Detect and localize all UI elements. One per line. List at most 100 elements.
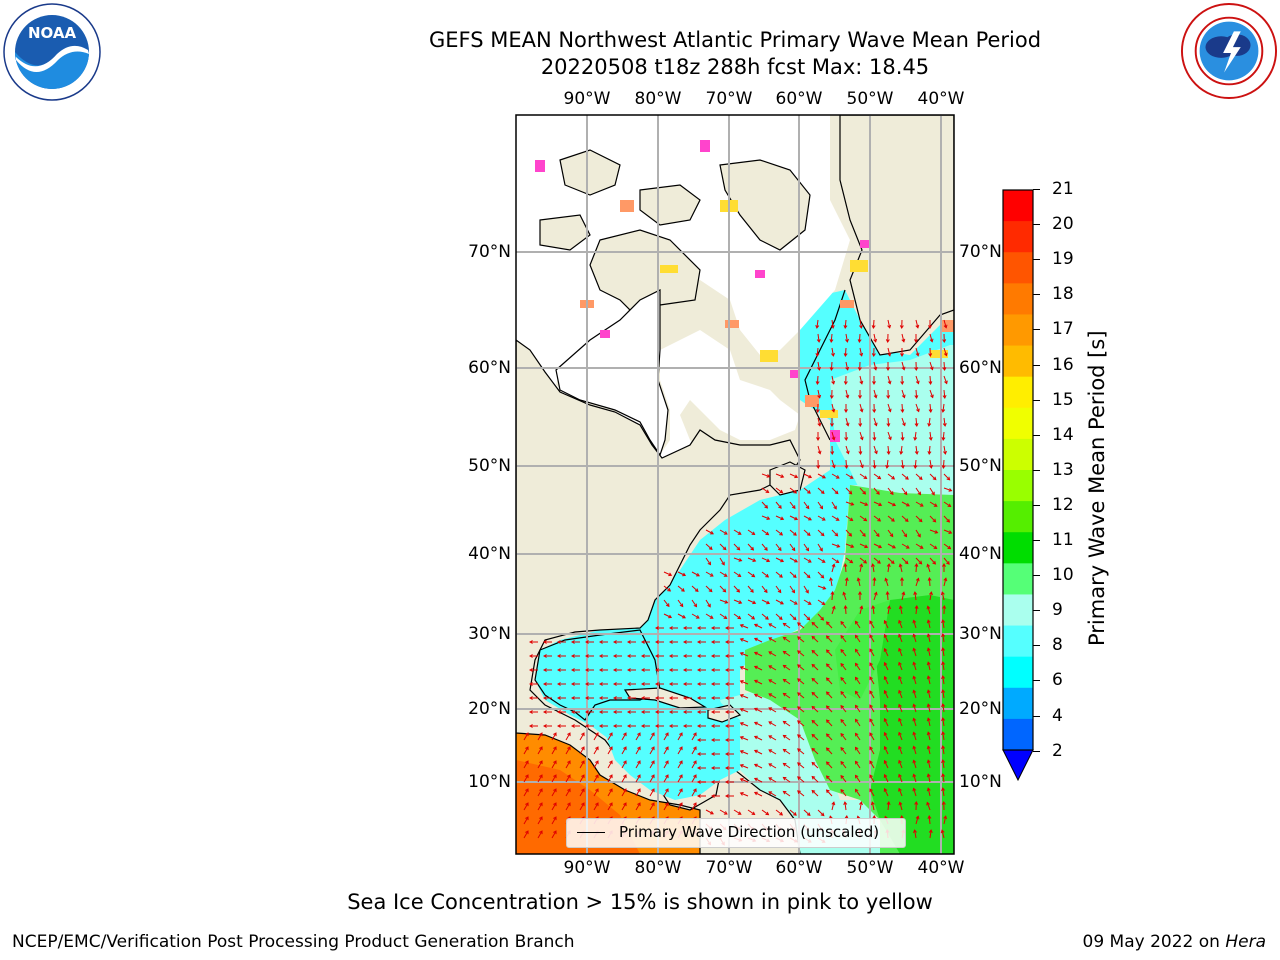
- wave-direction-arrow-head: [889, 491, 894, 496]
- wave-direction-arrow: [803, 473, 812, 478]
- wave-direction-arrow-head: [724, 780, 729, 784]
- wave-direction-arrow-head: [840, 732, 845, 737]
- wave-direction-arrow-head: [891, 475, 896, 480]
- wave-direction-arrow-head: [739, 680, 744, 684]
- wave-direction-arrow-head: [668, 724, 673, 728]
- wave-direction-arrow-head: [626, 724, 631, 728]
- wave-direction-arrow-head: [640, 724, 645, 728]
- legend-label: Primary Wave Direction (unscaled): [619, 823, 880, 841]
- wave-direction-arrow: [901, 529, 907, 537]
- wave-direction-arrow-head: [919, 503, 924, 507]
- wave-direction-arrow: [845, 361, 849, 370]
- wave-direction-arrow-head: [831, 352, 835, 357]
- wave-direction-arrow-head: [941, 647, 946, 652]
- sea-ice-patch: [930, 350, 948, 358]
- wave-direction-arrow-head: [858, 590, 862, 595]
- wave-direction-arrow: [901, 592, 905, 601]
- wave-direction-arrow: [884, 718, 889, 727]
- wave-direction-arrow: [817, 361, 820, 370]
- wave-direction-arrow-head: [932, 518, 937, 523]
- wave-direction-arrow-head: [890, 560, 895, 565]
- wave-direction-arrow-head: [943, 324, 948, 329]
- wave-direction-arrow-head: [779, 574, 783, 578]
- wave-direction-arrow: [817, 333, 820, 342]
- wave-direction-arrow-head: [869, 676, 873, 681]
- wave-direction-arrow: [565, 732, 571, 741]
- wave-direction-arrow-head: [528, 696, 533, 700]
- wave-direction-arrow-head: [928, 325, 932, 330]
- wave-direction-arrow: [783, 776, 791, 783]
- wave-direction-arrow-head: [693, 760, 697, 765]
- wave-direction-arrow-head: [542, 710, 547, 714]
- wave-direction-arrow-head: [898, 563, 903, 568]
- wave-direction-arrow: [845, 515, 853, 521]
- wave-direction-arrow-head: [753, 791, 758, 796]
- wave-direction-arrow-head: [941, 801, 946, 805]
- wave-direction-arrow: [915, 389, 918, 399]
- wave-direction-arrow: [621, 774, 627, 783]
- colorbar-tick-mark: [1033, 259, 1040, 261]
- wave-direction-arrow: [873, 459, 876, 469]
- wave-direction-arrow: [845, 578, 848, 587]
- wave-direction-arrow: [927, 620, 931, 629]
- wave-direction-arrow: [887, 543, 896, 549]
- wave-direction-arrow-head: [831, 408, 836, 413]
- wave-direction-arrow: [843, 592, 847, 601]
- wave-direction-arrow-head: [584, 696, 589, 700]
- wave-direction-arrow-head: [825, 733, 830, 738]
- wave-direction-arrow: [811, 776, 819, 783]
- wave-direction-arrow: [831, 487, 839, 494]
- wave-direction-arrow: [898, 704, 903, 713]
- wave-direction-arrow: [754, 693, 763, 699]
- wave-direction-arrow-head: [912, 731, 917, 736]
- wave-direction-arrow: [929, 529, 938, 534]
- wave-direction-arrow-head: [766, 516, 771, 520]
- wave-direction-arrow: [840, 677, 847, 685]
- wave-direction-arrow-head: [739, 736, 744, 740]
- wave-direction-arrow: [901, 501, 910, 507]
- wave-direction-arrow-head: [944, 380, 948, 385]
- wave-direction-arrow-head: [654, 682, 659, 686]
- wave-direction-arrow: [775, 599, 784, 605]
- wave-direction-arrow-head: [886, 450, 891, 455]
- wave-direction-arrow-head: [912, 759, 917, 764]
- wave-direction-arrow-head: [914, 422, 919, 427]
- wave-direction-arrow-head: [665, 746, 669, 751]
- wave-direction-arrow-head: [721, 561, 725, 566]
- lat-label-right: 30°N: [959, 624, 1002, 644]
- lon-label-top: 60°W: [775, 89, 823, 109]
- wave-direction-arrow-head: [782, 776, 787, 781]
- wave-direction-arrow-head: [912, 773, 917, 778]
- wave-direction-arrow-head: [609, 788, 613, 793]
- wave-direction-arrow-head: [710, 668, 715, 672]
- wave-direction-arrow-head: [808, 474, 813, 479]
- wave-direction-arrow: [768, 791, 777, 797]
- wave-direction-arrow-head: [584, 654, 589, 658]
- wave-direction-arrow-head: [912, 633, 917, 638]
- wave-direction-arrow-head: [752, 600, 757, 605]
- wave-direction-arrow: [565, 802, 571, 811]
- lon-label-bottom: 60°W: [775, 858, 823, 878]
- wave-direction-arrow-head: [696, 738, 701, 742]
- wave-direction-arrow-head: [750, 546, 755, 551]
- wave-direction-arrow-head: [815, 352, 820, 357]
- wave-direction-arrow-head: [598, 682, 603, 686]
- colorbar-tick-label: 11: [1052, 530, 1074, 550]
- wave-direction-arrow: [942, 760, 945, 769]
- wave-direction-arrow-head: [858, 451, 863, 455]
- wave-direction-arrow-head: [753, 665, 758, 670]
- wave-direction-arrow: [855, 621, 861, 629]
- wave-direction-arrow-head: [928, 408, 933, 413]
- wave-direction-arrow: [840, 761, 847, 769]
- wave-direction-arrow: [869, 746, 875, 755]
- wave-direction-arrow-head: [940, 829, 945, 834]
- wave-direction-arrow-head: [753, 763, 758, 768]
- wave-direction-arrow: [845, 389, 849, 398]
- wave-direction-arrow-head: [854, 634, 859, 639]
- caribbean-sea: [600, 700, 740, 800]
- wave-direction-arrow-head: [693, 746, 697, 751]
- wave-direction-arrow-head: [850, 502, 855, 506]
- wave-direction-arrow: [621, 802, 627, 811]
- wave-direction-arrow: [942, 718, 945, 727]
- wave-direction-arrow: [941, 592, 945, 601]
